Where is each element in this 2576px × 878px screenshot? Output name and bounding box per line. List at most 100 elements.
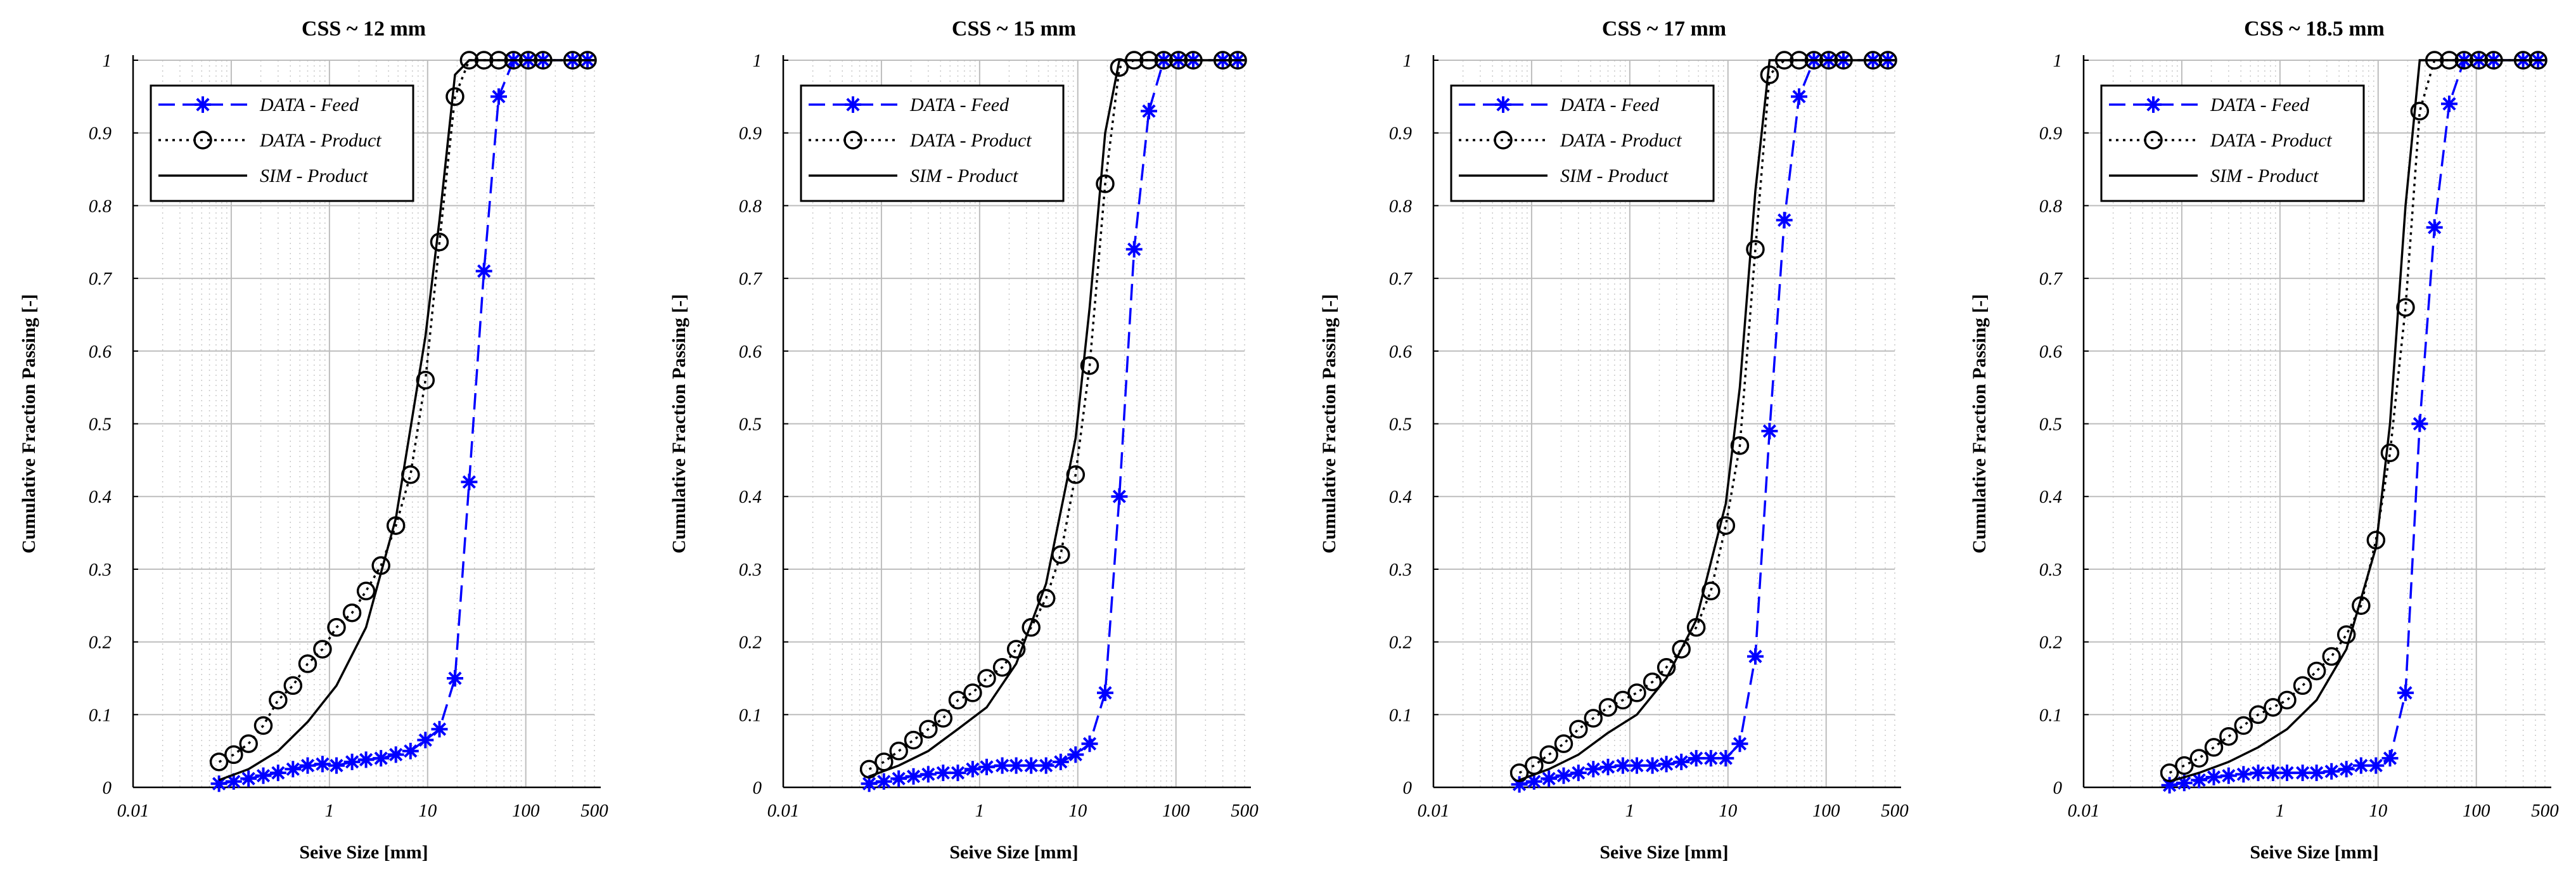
data-point-circle bbox=[253, 716, 273, 735]
y-tick-label: 0.4 bbox=[1389, 487, 1412, 507]
chart-title: CSS ~ 15 mm bbox=[952, 17, 1076, 41]
y-tick-label: 0.9 bbox=[2039, 124, 2063, 144]
y-tick-label: 0.8 bbox=[739, 196, 762, 216]
y-tick-label: 0 bbox=[753, 778, 762, 798]
legend-entry: DATA - Feed bbox=[1560, 94, 1660, 115]
data-point-asterisk bbox=[2381, 750, 2399, 767]
data-point-asterisk bbox=[387, 746, 404, 763]
data-point-asterisk bbox=[210, 775, 227, 792]
data-point-circle bbox=[1584, 709, 1603, 728]
y-tick-label: 0.5 bbox=[2039, 415, 2062, 435]
chart-panel-4: CSS ~ 18.5 mm 0 0.1 0.2 0.3 0.4 0.5 0.6 0.7 0.8 0.… bbox=[1969, 17, 2559, 863]
data-point-asterisk bbox=[1761, 423, 1778, 439]
x-tick-label: 10 bbox=[1719, 801, 1738, 821]
data-point-circle bbox=[919, 720, 938, 739]
y-tick-label: 0.2 bbox=[1389, 633, 1412, 653]
x-axis-label: Seive Size [mm] bbox=[2250, 842, 2378, 863]
data-point-asterisk bbox=[269, 765, 286, 782]
data-point-asterisk bbox=[475, 262, 492, 280]
legend-entry: DATA - Product bbox=[2210, 130, 2332, 151]
data-point-circle bbox=[1569, 720, 1588, 739]
series-line bbox=[218, 59, 594, 782]
data-point-circle bbox=[298, 654, 317, 673]
x-tick-label: 10 bbox=[1068, 801, 1087, 821]
data-point-asterisk bbox=[1702, 750, 1719, 767]
data-point-asterisk bbox=[1525, 773, 1542, 790]
y-tick-label: 0.7 bbox=[89, 269, 113, 289]
chart-panel-1: CSS ~ 12 mm 0 0.1 0.2 0.3 0.4 0.5 0.6 0.7 0.8 0.9 1… bbox=[18, 17, 608, 863]
data-point-asterisk bbox=[2161, 777, 2178, 794]
y-tick-label: 0.5 bbox=[739, 415, 762, 435]
y-tick-label: 0 bbox=[1403, 778, 1413, 798]
data-point-circle bbox=[2234, 716, 2253, 735]
legend-entry: SIM - Product bbox=[260, 165, 368, 186]
data-point-asterisk bbox=[2250, 765, 2267, 782]
x-tick-label: 500 bbox=[2531, 801, 2559, 821]
data-point-asterisk bbox=[343, 753, 361, 770]
data-point-asterisk bbox=[2264, 765, 2281, 782]
y-tick-label: 0.5 bbox=[89, 415, 112, 435]
data-point-asterisk bbox=[1673, 753, 1690, 770]
chart-title: CSS ~ 12 mm bbox=[302, 17, 426, 41]
y-tick-label: 0.6 bbox=[89, 342, 112, 362]
y-tick-label: 1 bbox=[1403, 51, 1413, 71]
data-point-asterisk bbox=[1125, 241, 1143, 258]
data-point-circle bbox=[843, 131, 862, 150]
data-point-circle bbox=[2175, 756, 2194, 775]
data-point-asterisk bbox=[1599, 758, 1617, 775]
data-point-circle bbox=[224, 745, 243, 765]
data-point-asterisk bbox=[299, 757, 316, 774]
data-point-circle bbox=[2189, 749, 2208, 768]
y-tick-label: 1 bbox=[753, 51, 762, 71]
y-tick-label: 0.8 bbox=[89, 196, 112, 216]
series-sim-product bbox=[1518, 59, 1895, 782]
data-point-circle bbox=[269, 690, 288, 710]
series-line bbox=[2169, 59, 2545, 783]
legend-entry: DATA - Product bbox=[909, 130, 1032, 151]
y-tick-label: 0 bbox=[103, 778, 112, 798]
y-tick-label: 1 bbox=[103, 51, 112, 71]
data-point-asterisk bbox=[1747, 648, 1764, 665]
data-point-asterisk bbox=[2323, 763, 2340, 780]
data-point-asterisk bbox=[935, 765, 952, 782]
data-point-asterisk bbox=[2279, 765, 2295, 782]
chart-panel-3: CSS ~ 17 mm 0 0.1 0.2 0.3 0.4 0.5 0.6 0.7 0.8 0.9 1… bbox=[1319, 17, 1909, 863]
data-point-asterisk bbox=[2205, 768, 2222, 785]
data-point-asterisk bbox=[285, 761, 302, 778]
data-point-circle bbox=[1746, 240, 1765, 259]
data-point-circle bbox=[283, 676, 303, 695]
data-point-circle bbox=[356, 581, 376, 601]
y-tick-label: 0.3 bbox=[1389, 560, 1412, 580]
data-point-circle bbox=[1022, 617, 1041, 637]
data-point-circle bbox=[859, 759, 879, 779]
data-point-circle bbox=[209, 752, 229, 771]
data-point-circle bbox=[313, 640, 332, 659]
x-tick-label: 1 bbox=[1625, 801, 1635, 821]
data-point-circle bbox=[416, 370, 435, 390]
data-point-circle bbox=[1656, 657, 1676, 677]
series-sim-product bbox=[218, 59, 594, 782]
series-line bbox=[1518, 59, 1888, 774]
legend-entry: DATA - Feed bbox=[2210, 94, 2310, 115]
x-tick-label: 0.01 bbox=[767, 801, 800, 821]
data-point-asterisk bbox=[2426, 219, 2443, 236]
data-point-circle bbox=[445, 87, 465, 107]
data-point-circle bbox=[933, 709, 953, 728]
data-point-asterisk bbox=[328, 757, 345, 774]
data-point-circle bbox=[1627, 683, 1646, 702]
data-point-asterisk bbox=[357, 751, 375, 768]
data-point-circle bbox=[2293, 676, 2312, 695]
data-point-asterisk bbox=[2220, 767, 2237, 784]
data-point-circle bbox=[2307, 661, 2326, 681]
y-axis-label: Cumulative Fraction Passing [-] bbox=[669, 294, 689, 553]
data-point-asterisk bbox=[1111, 488, 1128, 505]
x-tick-label: 500 bbox=[1231, 801, 1259, 821]
data-point-asterisk bbox=[1791, 88, 1807, 105]
data-point-asterisk bbox=[1731, 735, 1748, 752]
y-tick-label: 0.7 bbox=[2039, 269, 2063, 289]
data-point-circle bbox=[2144, 131, 2163, 150]
data-point-circle bbox=[2204, 738, 2224, 757]
series-line bbox=[868, 59, 1245, 778]
data-point-asterisk bbox=[1141, 103, 1157, 120]
data-point-circle bbox=[1554, 734, 1573, 753]
